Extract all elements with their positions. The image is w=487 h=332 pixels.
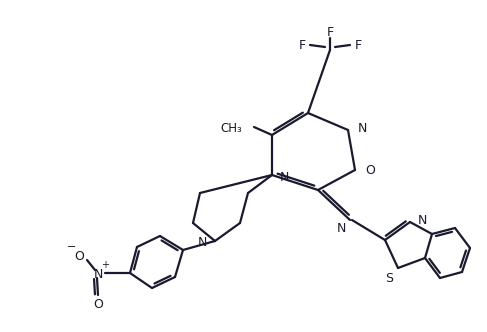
Text: N: N <box>337 221 346 234</box>
Text: S: S <box>385 272 393 285</box>
Text: N: N <box>198 236 207 250</box>
Text: F: F <box>326 26 334 39</box>
Text: F: F <box>299 39 305 51</box>
Text: O: O <box>74 251 84 264</box>
Text: O: O <box>365 163 375 177</box>
Text: F: F <box>355 39 361 51</box>
Text: CH₃: CH₃ <box>220 122 242 134</box>
Text: +: + <box>101 260 109 270</box>
Text: N: N <box>418 213 428 226</box>
Text: O: O <box>93 298 103 311</box>
Text: N: N <box>280 171 289 184</box>
Text: N: N <box>358 122 367 134</box>
Text: −: − <box>67 242 76 252</box>
Text: N: N <box>94 268 103 281</box>
